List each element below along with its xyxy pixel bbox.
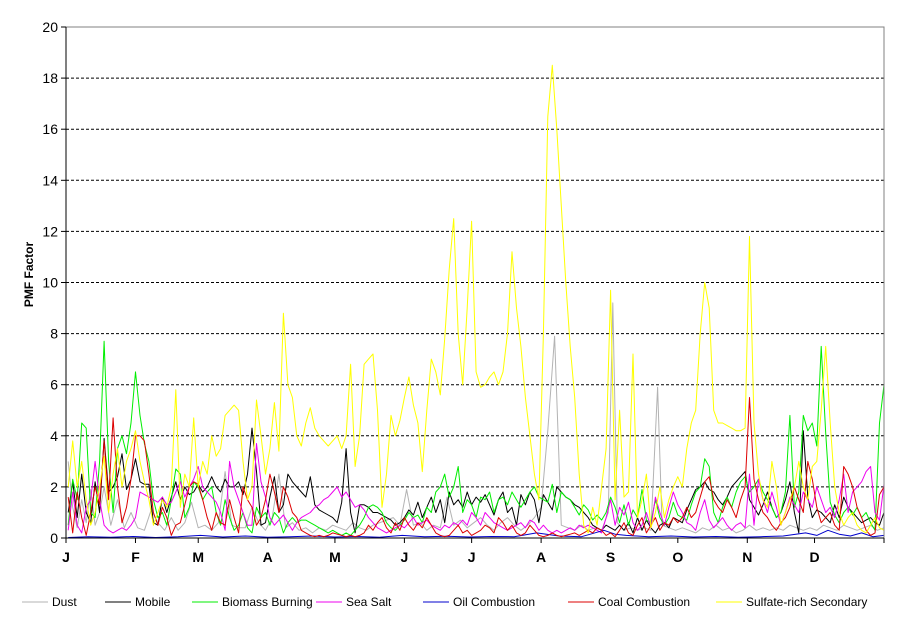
y-tick-label: 6: [50, 377, 58, 393]
y-tick-label: 0: [50, 530, 58, 546]
series-line-sulfate-rich-secondary: [67, 64, 885, 534]
x-tick-label: S: [606, 549, 615, 565]
series-line-oil-combustion: [68, 529, 885, 538]
y-tick-label: 4: [50, 428, 58, 444]
legend-label-biomass-burning: Biomass Burning: [222, 595, 313, 609]
x-tick-label: J: [401, 549, 409, 565]
legend-label-sea-salt: Sea Salt: [346, 595, 392, 609]
y-tick-label: 20: [42, 19, 58, 35]
y-tick-label: 12: [42, 223, 58, 239]
x-tick-label: D: [809, 549, 819, 565]
x-tick-label: M: [192, 549, 204, 565]
x-tick-label: F: [131, 549, 140, 565]
x-tick-label: J: [468, 549, 476, 565]
legend-label-mobile: Mobile: [135, 595, 171, 609]
x-tick-label: M: [329, 549, 341, 565]
gridlines: [66, 26, 884, 488]
legend: Dust Mobile Biomass Burning Sea Salt Oil Com…: [22, 595, 867, 609]
legend-label-oil-combustion: Oil Combustion: [453, 595, 535, 609]
x-tick-label: J: [62, 549, 70, 565]
legend-label-dust: Dust: [52, 595, 77, 609]
y-tick-label: 14: [42, 172, 58, 188]
axes: 0 2 4 6 8 10 12 14 16 18 20 J F M A M J J A S O N D PMF Factor: [22, 19, 885, 565]
x-tick-label: N: [742, 549, 752, 565]
series-line-sea-salt: [67, 443, 885, 534]
y-axis-title: PMF Factor: [22, 242, 36, 308]
y-tick-label: 10: [42, 275, 58, 291]
series-line-dust: [67, 302, 885, 534]
x-tick-label: O: [672, 549, 683, 565]
x-tick-label: A: [263, 549, 273, 565]
series-lines: [67, 64, 885, 538]
y-tick-label: 16: [42, 121, 58, 137]
series-line-coal-combustion: [67, 397, 885, 538]
x-tick-label: A: [536, 549, 546, 565]
legend-label-sulfate-rich-secondary: Sulfate-rich Secondary: [746, 595, 867, 609]
y-tick-label: 18: [42, 70, 58, 86]
legend-label-coal-combustion: Coal Combustion: [598, 595, 690, 609]
y-tick-label: 2: [50, 479, 58, 495]
y-tick-label: 8: [50, 326, 58, 342]
